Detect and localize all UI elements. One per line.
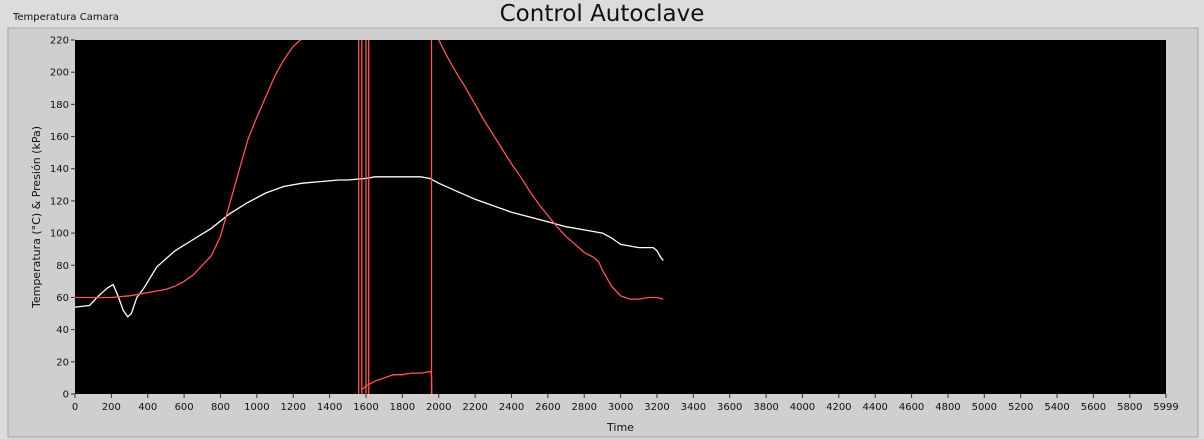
x-tick-label: 600 (175, 402, 194, 413)
x-tick-label: 2000 (426, 402, 451, 413)
x-tick-label: 1000 (244, 402, 269, 413)
x-tick-label: 3800 (753, 402, 778, 413)
series-layer (75, 40, 664, 394)
y-tick-label: 220 (50, 36, 69, 47)
x-tick-label: 200 (102, 402, 121, 413)
x-tick-label: 1600 (353, 402, 378, 413)
x-tick-label: 1400 (317, 402, 342, 413)
window-title: Control Autoclave (499, 1, 705, 27)
x-tick-label: 800 (211, 402, 230, 413)
x-tick-label: 3400 (681, 402, 706, 413)
y-tick-label: 120 (50, 196, 69, 207)
y-tick-label: 180 (50, 100, 69, 111)
series-line-3 (437, 40, 664, 300)
x-tick-label: 5999 (1153, 402, 1178, 413)
x-tick-label: 4800 (935, 402, 960, 413)
x-tick-label: 3000 (608, 402, 633, 413)
y-tick-label: 80 (56, 261, 69, 272)
y-tick-label: 40 (56, 325, 69, 336)
x-tick-label: 2800 (571, 402, 596, 413)
x-axis: 0 200 400 600 800 1000 1200 1400 1600 1800 2000 220… (72, 394, 1179, 413)
x-tick-label: 2200 (462, 402, 487, 413)
series-line-1 (75, 40, 302, 299)
x-tick-label: 5200 (1008, 402, 1033, 413)
x-tick-label: 5000 (972, 402, 997, 413)
x-tick-label: 5400 (1044, 402, 1069, 413)
x-tick-label: 0 (72, 402, 78, 413)
plot-area (75, 40, 1166, 394)
x-tick-label: 4200 (826, 402, 851, 413)
y-tick-label: 140 (50, 164, 69, 175)
y-tick-label: 0 (63, 390, 69, 401)
x-tick-label: 1800 (390, 402, 415, 413)
y-tick-label: 100 (50, 229, 69, 240)
y-tick-label: 160 (50, 132, 69, 143)
x-tick-label: 3200 (644, 402, 669, 413)
x-axis-label: Time (606, 421, 634, 434)
y-axis-label: Temperatura (°C) & Presión (kPa) (30, 126, 43, 309)
y-tick-label: 20 (56, 357, 69, 368)
x-tick-label: 3600 (717, 402, 742, 413)
x-tick-label: 1200 (281, 402, 306, 413)
x-tick-label: 4600 (899, 402, 924, 413)
x-tick-label: 5600 (1081, 402, 1106, 413)
x-tick-label: 400 (138, 402, 157, 413)
x-tick-label: 2600 (535, 402, 560, 413)
panel-label: Temperatura Camara (13, 12, 119, 23)
x-tick-label: 4400 (862, 402, 887, 413)
x-tick-label: 2400 (499, 402, 524, 413)
x-tick-label: 5800 (1117, 402, 1142, 413)
series-line-2 (361, 370, 433, 394)
y-tick-label: 200 (50, 68, 69, 79)
x-tick-label: 4000 (790, 402, 815, 413)
y-axis: 0 20 40 60 80 100 120 140 160 180 200 220 (50, 36, 75, 401)
y-tick-label: 60 (56, 293, 69, 304)
